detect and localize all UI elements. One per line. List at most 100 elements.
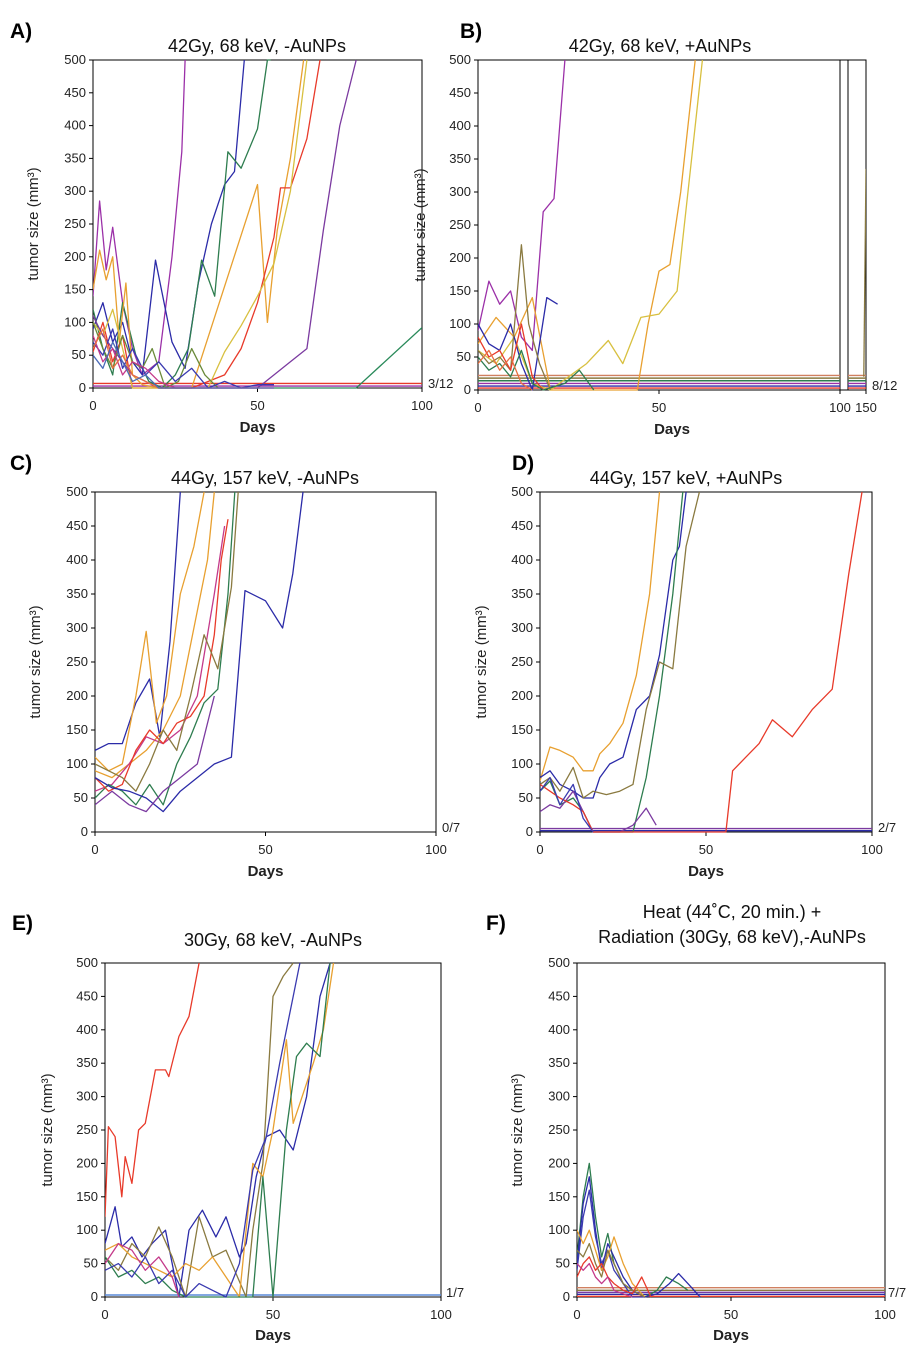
y-tick-label: 350 — [76, 1055, 98, 1070]
x-tick-label: 50 — [258, 842, 272, 857]
y-tick-label: 50 — [457, 349, 471, 364]
y-tick-label: 300 — [66, 620, 88, 635]
y-tick-label: 100 — [76, 1222, 98, 1237]
y-tick-label: 350 — [548, 1055, 570, 1070]
plot-frame — [576, 962, 886, 1298]
y-tick-label: 100 — [449, 316, 471, 331]
series-group — [105, 962, 441, 1298]
y-tick-label: 450 — [64, 85, 86, 100]
y-tick-label: 450 — [449, 85, 471, 100]
y-tick-label: 400 — [511, 552, 533, 567]
y-tick-label: 500 — [64, 52, 86, 67]
y-tick-label: 200 — [76, 1155, 98, 1170]
y-axis-label: tumor size (mm³) — [473, 605, 490, 718]
series-line — [95, 519, 229, 792]
x-tick-label: 100 — [874, 1307, 896, 1322]
y-tick-label: 250 — [66, 654, 88, 669]
x-tick-label: 50 — [250, 398, 264, 413]
x-tick-label: 100 — [829, 400, 851, 415]
y-tick-label: 150 — [449, 283, 471, 298]
series-group — [577, 1162, 885, 1298]
series-line — [478, 349, 595, 391]
x-tick-label: 50 — [266, 1307, 280, 1322]
panel-label: D) — [512, 452, 534, 475]
x-axis-label: Days — [688, 863, 724, 880]
series-line — [93, 341, 274, 389]
y-tick-label: 100 — [66, 756, 88, 771]
y-axis-label: tumor size (mm³) — [27, 605, 44, 718]
x-tick-label: 100 — [861, 842, 883, 857]
plot-frame — [477, 59, 867, 391]
x-tick-label: 50 — [699, 842, 713, 857]
y-tick-label: 0 — [91, 1289, 98, 1304]
survival-ratio: 1/7 — [446, 1285, 464, 1300]
series-line — [577, 1262, 633, 1298]
x-tick-label: 0 — [536, 842, 543, 857]
series-line — [93, 59, 186, 376]
y-tick-label: 200 — [449, 250, 471, 265]
y-tick-label: 400 — [548, 1022, 570, 1037]
series-line — [105, 962, 335, 1298]
series-line — [93, 322, 219, 389]
series-line — [577, 1242, 646, 1298]
series-line — [95, 695, 215, 813]
y-tick-label: 150 — [548, 1189, 570, 1204]
series-line — [478, 349, 533, 391]
series-line — [478, 244, 552, 391]
chart-title: 42Gy, 68 keV, -AuNPs — [168, 36, 346, 56]
y-tick-label: 0 — [464, 382, 471, 397]
series-line — [863, 168, 866, 377]
y-tick-label: 500 — [76, 955, 98, 970]
panel-label: C) — [10, 452, 32, 475]
y-tick-label: 300 — [548, 1089, 570, 1104]
y-tick-label: 50 — [74, 790, 88, 805]
x-axis-label: Days — [255, 1327, 291, 1344]
series-line — [540, 491, 863, 833]
x-tick-label: 50 — [652, 400, 666, 415]
series-line — [95, 491, 236, 806]
y-tick-label: 450 — [76, 988, 98, 1003]
y-tick-label: 200 — [64, 249, 86, 264]
series-line — [540, 491, 687, 799]
series-group — [540, 491, 872, 833]
y-tick-label: 400 — [66, 552, 88, 567]
x-axis-label: Days — [240, 419, 276, 436]
y-tick-label: 500 — [511, 484, 533, 499]
series-line — [105, 962, 200, 1217]
y-tick-label: 150 — [66, 722, 88, 737]
y-tick-label: 400 — [64, 118, 86, 133]
series-group — [95, 491, 304, 813]
y-tick-label: 500 — [66, 484, 88, 499]
x-tick-label: 100 — [430, 1307, 452, 1322]
y-tick-label: 0 — [81, 824, 88, 839]
chart-panel-e: 0 50 100 150 200 250 300 350 400 450 500 0 50 100 Days… — [12, 912, 464, 1344]
series-line — [95, 525, 226, 792]
series-line — [95, 491, 205, 772]
x-tick-label: 150 — [855, 400, 877, 415]
series-line — [478, 59, 704, 391]
survival-ratio: 7/7 — [888, 1285, 906, 1300]
y-tick-label: 200 — [511, 688, 533, 703]
series-group — [93, 59, 422, 389]
x-tick-label: 50 — [724, 1307, 738, 1322]
series-line — [478, 296, 558, 391]
y-axis-label: tumor size (mm³) — [25, 167, 42, 280]
y-tick-label: 250 — [64, 216, 86, 231]
y-tick-label: 350 — [66, 586, 88, 601]
y-tick-label: 350 — [64, 150, 86, 165]
panel-label: E) — [12, 912, 33, 935]
series-line — [540, 491, 701, 799]
series-group — [478, 59, 866, 391]
y-tick-label: 200 — [66, 688, 88, 703]
y-tick-label: 100 — [548, 1222, 570, 1237]
chart-title-line-1: Heat (44˚C, 20 min.) + — [643, 902, 822, 922]
y-tick-label: 250 — [449, 217, 471, 232]
series-line — [478, 59, 696, 391]
series-line — [95, 491, 239, 792]
series-line — [540, 776, 594, 833]
y-tick-label: 250 — [511, 654, 533, 669]
plot-frame — [94, 491, 437, 833]
chart-title: 42Gy, 68 keV, +AuNPs — [569, 36, 752, 56]
series-line — [95, 491, 304, 813]
